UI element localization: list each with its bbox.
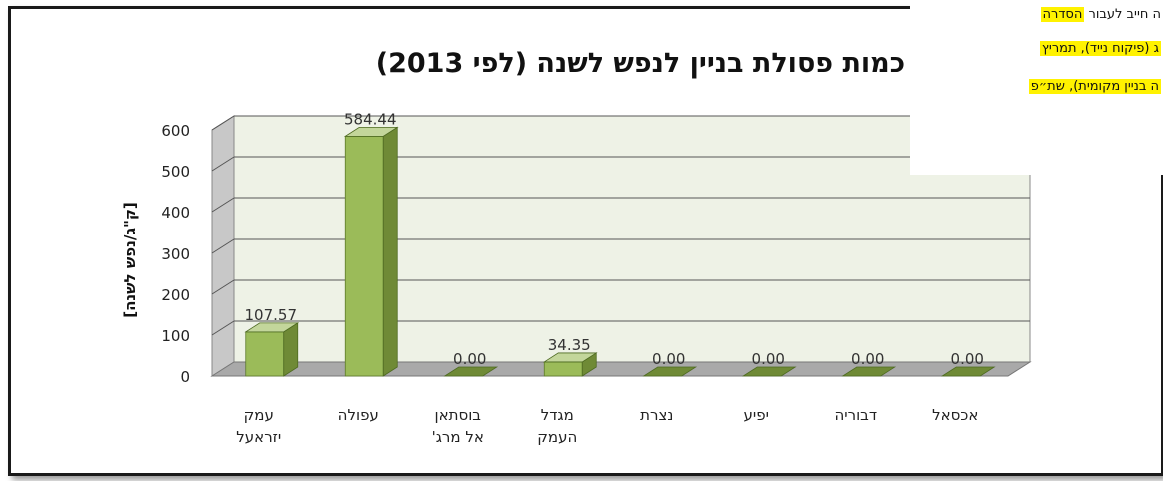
value-label: 107.57 — [245, 306, 298, 324]
x-axis-labels: עמק יזראעל עפולה בוסתאן אל מרג' מגדל העמק נצרת י… — [236, 406, 978, 446]
bar-front — [543, 361, 583, 377]
grid-line-side — [211, 197, 235, 213]
x-tick-label: דבוריה — [834, 406, 877, 424]
x-tick-label: בוסתאן אל מרג' — [432, 406, 484, 446]
x-tick-label-line: יפיע — [744, 406, 769, 424]
y-tick-label: 400 — [161, 204, 190, 222]
overlay-line-3-highlight: ה בניין מקומית), שת״פ — [1028, 79, 1161, 94]
grid-line-side — [211, 238, 235, 254]
x-tick-label: מגדל העמק — [537, 406, 577, 446]
bar-top — [940, 366, 996, 377]
y-tick-label: 600 — [161, 122, 190, 140]
overlay-line-2: ג (פיקוח נייד), תמריץ — [1039, 40, 1161, 58]
bar-front — [245, 331, 285, 377]
bar — [443, 366, 499, 377]
x-tick-label: אכסאל — [932, 406, 978, 424]
x-tick-label-line: בוסתאן — [435, 406, 482, 424]
text-overlay: ה חייב לעבור הסדרה ג (פיקוח נייד), תמריץ… — [910, 0, 1163, 175]
value-label: 0.00 — [752, 350, 785, 368]
bar — [642, 366, 698, 377]
bar-top — [642, 366, 698, 377]
grid-line-side — [211, 115, 235, 131]
bar — [841, 366, 897, 377]
floor — [210, 361, 1032, 377]
y-tick-label: 300 — [161, 245, 190, 263]
value-label: 34.35 — [548, 336, 591, 354]
y-axis-label: [ק"ג/נפש לשנה] — [121, 202, 139, 318]
bar-top — [741, 366, 797, 377]
x-tick-label-line: עפולה — [338, 406, 379, 424]
y-tick-label: 200 — [161, 286, 190, 304]
x-tick-label-line: העמק — [537, 428, 577, 446]
bars — [244, 126, 996, 377]
y-axis-ticks: 0 100 200 300 400 500 600 — [161, 122, 190, 386]
grid-line-side — [211, 156, 235, 172]
y-tick-label: 100 — [161, 327, 190, 345]
grid-line-side — [211, 279, 235, 295]
y-tick-label: 500 — [161, 163, 190, 181]
x-tick-label-line: עמק — [244, 406, 274, 424]
bar-top — [244, 322, 300, 333]
overlay-line-1-highlight: הסדרה — [1040, 7, 1085, 22]
x-tick-label: עמק יזראעל — [236, 406, 281, 446]
bar-top — [841, 366, 897, 377]
value-labels: 107.57 584.44 0.00 34.35 0.00 0.00 0.00 0.00 — [245, 110, 984, 368]
overlay-line-1-text: ה חייב לעבור — [1084, 7, 1161, 22]
x-tick-label-line: נצרת — [640, 406, 673, 424]
x-tick-label-line: יזראעל — [236, 428, 281, 446]
x-tick-label-line: דבוריה — [834, 406, 877, 424]
bar-side — [382, 126, 398, 377]
overlay-line-3: ה בניין מקומית), שת״פ — [1028, 78, 1161, 96]
x-tick-label: יפיע — [744, 406, 769, 424]
bar-top — [343, 126, 399, 137]
y-tick-label: 0 — [180, 368, 190, 386]
value-label: 0.00 — [453, 350, 486, 368]
x-tick-label-line: מגדל — [541, 406, 574, 424]
x-tick-label-line: אכסאל — [932, 406, 978, 424]
bar — [244, 322, 300, 377]
x-tick-label: עפולה — [338, 406, 379, 424]
plot-walls — [210, 115, 1032, 377]
bar-top — [542, 352, 598, 363]
value-label: 0.00 — [652, 350, 685, 368]
grid-line-side — [211, 320, 235, 336]
bar — [343, 126, 399, 377]
overlay-line-1: ה חייב לעבור הסדרה — [1040, 6, 1161, 24]
bar-top — [443, 366, 499, 377]
chart-title: כמות פסולת בניין לנפש לשנה (לפי 2013) — [376, 48, 905, 79]
bar — [542, 352, 598, 377]
value-label: 0.00 — [951, 350, 984, 368]
x-tick-label: נצרת — [640, 406, 673, 424]
bar-front — [344, 135, 384, 377]
value-label: 584.44 — [344, 110, 397, 128]
bar — [741, 366, 797, 377]
value-label: 0.00 — [851, 350, 884, 368]
overlay-line-2-highlight: ג (פיקוח נייד), תמריץ — [1039, 41, 1161, 56]
x-tick-label-line: אל מרג' — [432, 428, 484, 446]
bar — [940, 366, 996, 377]
